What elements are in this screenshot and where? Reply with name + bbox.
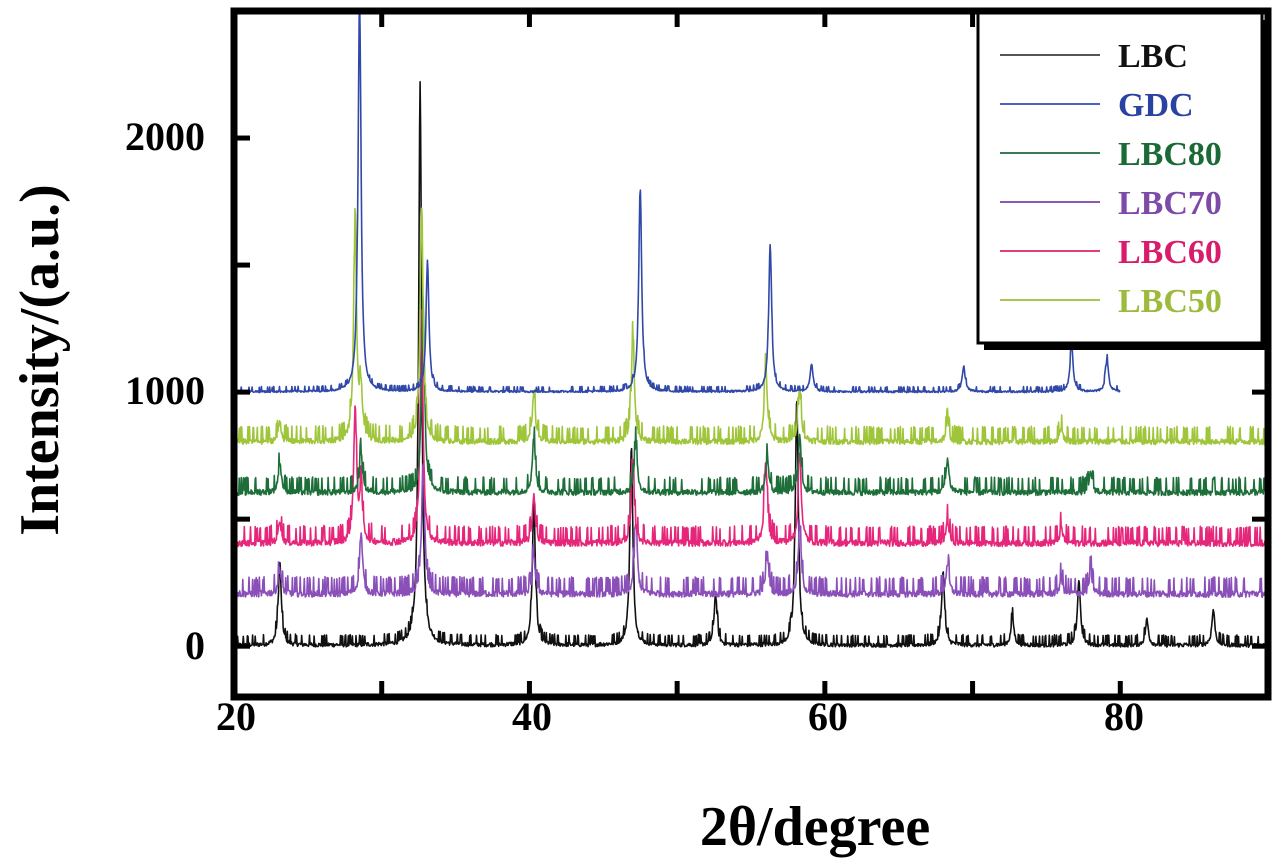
y-tick-label-0: 0 xyxy=(185,623,205,668)
x-tick-label-40: 40 xyxy=(512,694,552,739)
legend-label: GDC xyxy=(1118,87,1194,124)
legend-item-lbc80: LBC80 xyxy=(1000,136,1222,173)
legend-label: LBC xyxy=(1118,38,1188,75)
legend-item-lbc60: LBC60 xyxy=(1000,234,1222,271)
series-lbc70 xyxy=(234,463,1268,598)
series-lbc80 xyxy=(234,293,1268,497)
legend: LBC GDC LBC80 LBC70 LBC60 LBC50 xyxy=(976,11,1270,350)
x-tick-label-80: 80 xyxy=(1104,694,1144,739)
series-lbc xyxy=(234,81,1268,648)
legend-box xyxy=(976,11,1264,345)
series-gdc xyxy=(234,11,1121,394)
plot-frame xyxy=(230,7,1272,701)
legend-label: LBC60 xyxy=(1118,234,1222,271)
legend-label: LBC80 xyxy=(1118,136,1222,173)
x-tick-label-20: 20 xyxy=(216,694,256,739)
legend-item-lbc70: LBC70 xyxy=(1000,185,1222,222)
series-lbc50 xyxy=(234,207,1268,446)
y-axis-title: Intensity/(a.u.) xyxy=(9,184,71,536)
y-tick-label-2000: 2000 xyxy=(125,114,205,159)
x-tick-label-60: 60 xyxy=(808,694,848,739)
legend-item-lbc: LBC xyxy=(1000,38,1188,75)
legend-item-lbc50: LBC50 xyxy=(1000,283,1222,320)
legend-item-gdc: GDC xyxy=(1000,87,1194,124)
data-traces xyxy=(234,11,1268,648)
legend-label: LBC50 xyxy=(1118,283,1222,320)
legend-label: LBC70 xyxy=(1118,185,1222,222)
x-axis-title: 2θ/degree xyxy=(700,796,930,858)
y-tick-label-1000: 1000 xyxy=(125,368,205,413)
series-lbc60 xyxy=(234,309,1268,548)
